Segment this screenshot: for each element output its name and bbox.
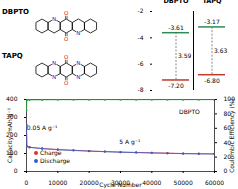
svg-text:Capacity, mAh g⁻¹: Capacity, mAh g⁻¹ (6, 107, 14, 163)
svg-text:Coulombic Efficiency (%): Coulombic Efficiency (%) (228, 98, 236, 173)
svg-text:N: N (76, 74, 80, 80)
svg-text:-2: -2 (138, 7, 144, 14)
html-text:Charge: Charge (40, 149, 62, 156)
svg-text:-7.20: -7.20 (168, 82, 184, 89)
svg-text:O: O (64, 54, 69, 60)
svg-text:0: 0 (25, 179, 29, 186)
svg-text:20000: 20000 (80, 179, 99, 186)
svg-text:5 A g⁻¹: 5 A g⁻¹ (119, 138, 141, 146)
svg-text:-8: -8 (138, 86, 144, 93)
html-text:Discharge: Discharge (40, 157, 71, 164)
svg-text:O: O (64, 80, 69, 86)
svg-text:N: N (76, 30, 80, 36)
svg-text:0.05 A g⁻¹: 0.05 A g⁻¹ (27, 124, 58, 132)
svg-text:DBPTO: DBPTO (2, 8, 29, 16)
svg-text:0: 0 (223, 167, 228, 175)
svg-text:10000: 10000 (48, 179, 67, 186)
svg-text:N: N (52, 60, 56, 66)
svg-text:-4: -4 (138, 34, 144, 41)
svg-text:40000: 40000 (142, 179, 161, 186)
svg-text:TAPQ: TAPQ (2, 52, 23, 60)
svg-text:O: O (64, 10, 69, 16)
svg-text:O: O (64, 36, 69, 42)
svg-text:3.63: 3.63 (214, 47, 228, 54)
svg-text:-3.17: -3.17 (204, 18, 220, 25)
svg-text:3.59: 3.59 (178, 52, 192, 59)
svg-text:-6: -6 (138, 60, 144, 67)
svg-text:N: N (52, 16, 56, 22)
svg-text:-3.61: -3.61 (168, 24, 184, 31)
svg-text:-6.80: -6.80 (204, 77, 220, 84)
svg-text:DBPTO: DBPTO (179, 108, 200, 115)
svg-text:N: N (52, 74, 56, 80)
svg-text:60000: 60000 (205, 179, 224, 186)
svg-text:0: 0 (14, 167, 18, 174)
svg-text:Cycle Number: Cycle Number (99, 181, 142, 189)
svg-text:DBPTO: DBPTO (163, 0, 189, 5)
svg-text:N: N (76, 60, 80, 66)
svg-text:400: 400 (6, 95, 18, 102)
svg-text:50000: 50000 (174, 179, 193, 186)
svg-text:TAPQ: TAPQ (202, 0, 222, 5)
